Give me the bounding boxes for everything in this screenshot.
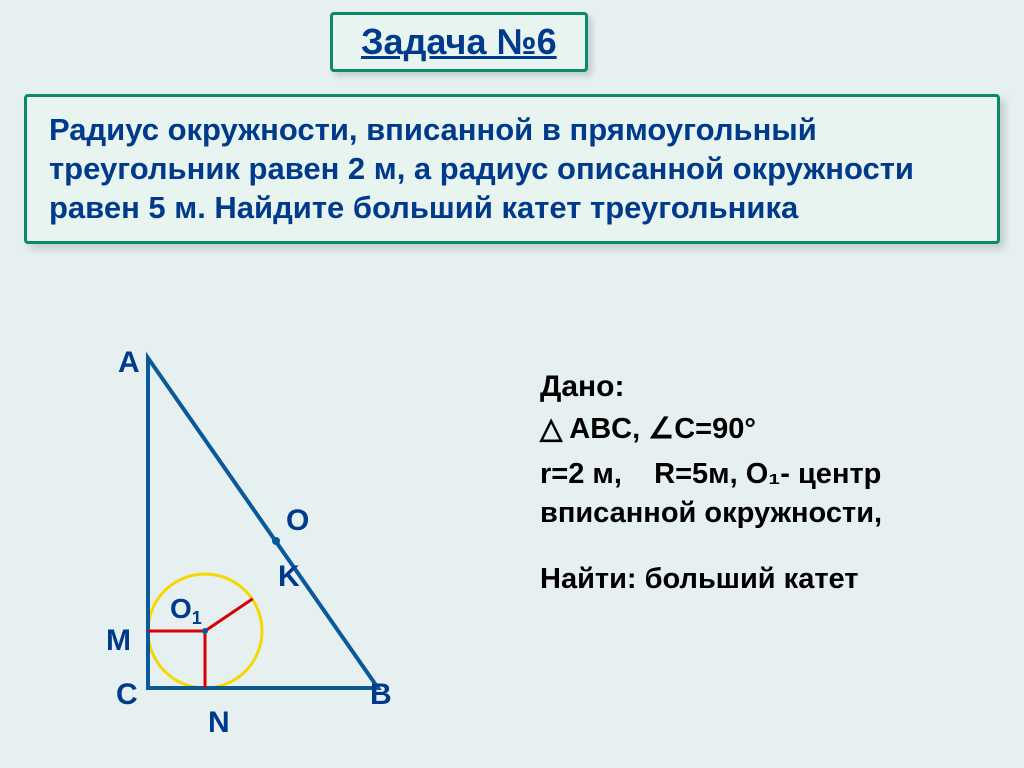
given-section: Дано: △ ABC, ∠C=90° r=2 м, R=5м, O₁- цен… [540,370,1000,596]
label-n: N [208,706,230,739]
given-title: Дано: [540,370,1000,404]
label-c: C [116,678,138,711]
geometry-diagram: A C B O O1 K M N [60,348,440,748]
problem-title: Задача №6 [361,21,557,62]
point-o [272,537,280,545]
label-o1: O1 [170,593,202,628]
find-line: Найти: больший катет [540,563,1000,596]
problem-title-box: Задача №6 [330,12,588,72]
problem-statement-box: Радиус окружности, вписанной в прямоугол… [24,94,1000,244]
given-line-2: r=2 м, R=5м, O₁- центр вписанной окружно… [540,455,1000,533]
radius-o1-k [205,599,253,631]
diagram-svg: A C B O O1 K M N [60,348,440,748]
point-o1 [202,628,208,634]
label-k: K [278,560,300,593]
label-b: B [370,678,392,711]
given-line-1: △ ABC, ∠C=90° [540,410,1000,449]
label-a: A [118,348,140,379]
label-o: O [286,504,309,537]
problem-text: Радиус окружности, вписанной в прямоугол… [49,111,975,227]
label-m: M [106,624,131,657]
